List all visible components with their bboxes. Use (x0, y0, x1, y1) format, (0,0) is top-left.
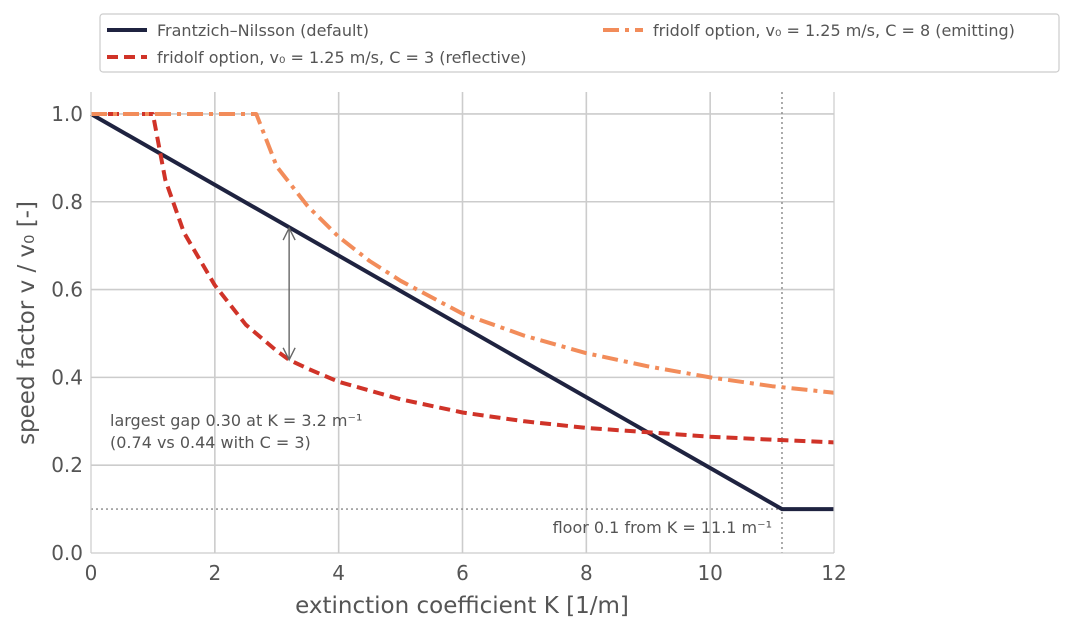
legend: Frantzich–Nilsson (default) fridolf optio… (99, 13, 1060, 73)
y-tick-label-5: 1.0 (51, 102, 83, 126)
legend-label-2: fridolf option, v₀ = 1.25 m/s, C = 8 (em… (653, 21, 1015, 40)
gap-arrow (282, 226, 296, 362)
x-tick-label-3: 6 (456, 561, 469, 585)
y-axis-title: speed factor v / v₀ [-] (14, 201, 40, 445)
floor-annotation: floor 0.1 from K = 11.1 m⁻¹ (553, 518, 772, 537)
series-line-2 (91, 112, 835, 395)
y-tick-label-4: 0.8 (51, 190, 83, 214)
x-tick-label-2: 4 (332, 561, 345, 585)
x-tick-label-0: 0 (85, 561, 98, 585)
legend-label-1: fridolf option, v₀ = 1.25 m/s, C = 3 (re… (157, 48, 527, 67)
y-tick-label-0: 0.0 (51, 541, 83, 565)
gap-annotation-line1: largest gap 0.30 at K = 3.2 m⁻¹ (110, 411, 362, 430)
x-tick-label-5: 10 (697, 561, 722, 585)
reference-lines (91, 92, 834, 553)
gap-arrow-head-bottom (282, 347, 296, 362)
y-tick-label-2: 0.4 (51, 365, 83, 389)
legend-label-0: Frantzich–Nilsson (default) (157, 21, 369, 40)
legend-frame (99, 13, 1060, 73)
series-lines (90, 112, 835, 512)
x-tick-label-4: 8 (580, 561, 593, 585)
y-tick-label-1: 0.2 (51, 453, 83, 477)
tick-labels: 0 2 4 6 8 10 12 0.0 0.2 0.4 0.6 0.8 1.0 (51, 102, 847, 585)
series-line-0 (90, 112, 834, 512)
gap-arrow-head-top (282, 226, 296, 241)
gap-annotation-line2: (0.74 vs 0.44 with C = 3) (110, 433, 311, 452)
axes (90, 92, 835, 554)
y-tick-label-3: 0.6 (51, 278, 83, 302)
series-line-1 (91, 112, 835, 445)
x-tick-label-6: 12 (821, 561, 846, 585)
x-axis-title: extinction coefficient K [1/m] (295, 593, 629, 619)
grid (91, 92, 834, 553)
x-tick-label-1: 2 (208, 561, 221, 585)
